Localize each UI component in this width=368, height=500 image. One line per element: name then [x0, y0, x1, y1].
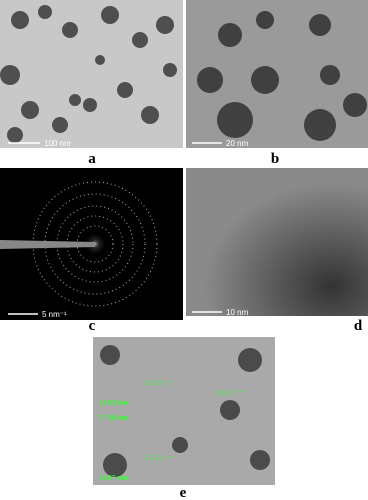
panel-label: b — [271, 151, 279, 167]
measurement: 27.58 nm — [98, 415, 127, 422]
measurement: 13.03 nm — [98, 400, 127, 407]
panel-label: a — [88, 151, 96, 167]
panel-b: 20 nm — [186, 0, 368, 148]
panel-c: 5 nm⁻¹ — [0, 168, 183, 320]
scale-bar-label: 100 nm — [44, 139, 71, 148]
panel-d: 10 nm — [186, 168, 368, 317]
panel-a: 100 nm — [0, 0, 183, 148]
scale-bar-label: 10 nm — [226, 308, 249, 317]
panel-label: c — [89, 318, 96, 334]
measurement: 12.79 nm — [145, 455, 174, 462]
panel-label: d — [354, 318, 363, 334]
scale-bar-label: 5 nm⁻¹ — [42, 310, 67, 319]
measurement: 15.76 nm — [215, 390, 244, 397]
panel-e: 18.53 nm 13.03 nm 27.58 nm 12.79 nm 14.9… — [93, 337, 275, 485]
scale-bar-label: 20 nm — [226, 139, 249, 148]
measurement: 18.53 nm — [145, 380, 174, 387]
measurement: 14.97 nm — [98, 475, 127, 482]
panel-label: e — [180, 485, 187, 500]
